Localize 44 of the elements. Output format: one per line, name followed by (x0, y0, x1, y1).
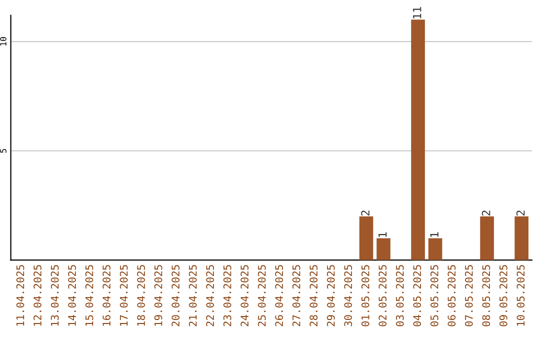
x-tick-label: 08.05.2025 (482, 265, 490, 326)
bar (359, 216, 374, 260)
x-tick-label: 05.05.2025 (430, 265, 438, 326)
x-tick-label: 20.04.2025 (172, 265, 180, 326)
x-tick-label: 28.04.2025 (310, 265, 318, 326)
data-label: 1 (378, 232, 387, 237)
x-tick-label: 15.04.2025 (85, 265, 94, 326)
x-tick-label: 11.04.2025 (16, 265, 24, 326)
y-tick-label: 10 (0, 37, 6, 46)
data-label: 1 (430, 232, 438, 237)
x-tick-label: 09.05.2025 (499, 265, 508, 326)
bar (480, 216, 494, 260)
x-tick-label: 07.05.2025 (464, 265, 473, 326)
x-tick-label: 18.04.2025 (137, 265, 145, 326)
x-tick-label: 17.04.2025 (120, 265, 128, 326)
x-tick-label: 21.04.2025 (188, 265, 197, 326)
x-tick-label: 29.04.2025 (326, 265, 335, 326)
x-tick-label: 13.04.2025 (50, 265, 59, 326)
bar (376, 238, 390, 260)
x-tick-label: 12.04.2025 (34, 265, 42, 326)
x-tick-label: 10.05.2025 (516, 265, 525, 326)
data-label: 2 (482, 210, 490, 216)
data-label: 2 (516, 210, 525, 216)
x-tick-label: 06.05.2025 (448, 265, 456, 326)
bar (514, 216, 528, 260)
x-tick-label: 22.04.2025 (206, 265, 214, 326)
x-tick-label: 16.04.2025 (102, 265, 110, 326)
data-label: 2 (361, 210, 370, 216)
x-tick-label: 03.05.2025 (396, 265, 404, 326)
x-tick-label: 30.04.2025 (344, 265, 352, 326)
bar (411, 20, 425, 260)
y-tick-label: 5 (0, 148, 6, 153)
x-tick-label: 14.04.2025 (68, 265, 76, 326)
x-tick-label: 26.04.2025 (275, 265, 284, 326)
x-tick-label: 27.04.2025 (292, 265, 300, 326)
data-label: 11 (413, 7, 422, 18)
bar (428, 238, 442, 260)
x-tick-label: 25.04.2025 (258, 265, 266, 326)
x-tick-label: 19.04.2025 (154, 265, 162, 326)
x-tick-label: 04.05.2025 (413, 265, 422, 326)
x-tick-label: 23.04.2025 (223, 265, 232, 326)
x-tick-label: 02.05.2025 (378, 265, 387, 326)
x-tick-label: 24.04.2025 (240, 265, 249, 326)
x-tick-label: 01.05.2025 (361, 265, 370, 326)
